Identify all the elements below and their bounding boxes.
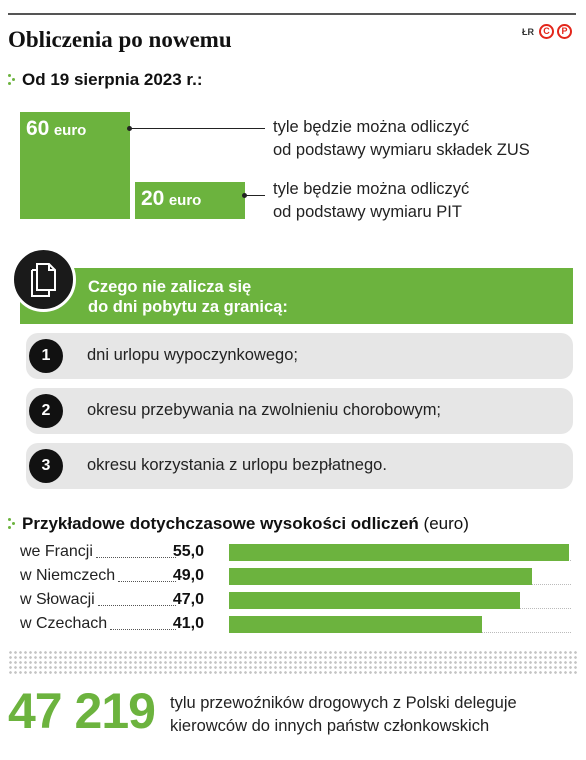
bar-w-slowacji — [229, 592, 520, 609]
brand-logo: ŁR C P — [522, 24, 572, 39]
footer-description-line1: tylu przewoźników drogowych z Polski del… — [170, 694, 517, 712]
leader-line-pit — [245, 195, 265, 196]
bar-w-czechach — [229, 616, 483, 633]
bar-pit-value: 20 — [141, 187, 165, 210]
leader-line-zus — [130, 128, 265, 129]
section-heading-date: Od 19 sierpnia 2023 r.: — [22, 70, 203, 89]
bar-zus: 60 euro — [20, 112, 130, 219]
item-number-badge: 3 — [29, 449, 63, 483]
bullet-dots-icon — [8, 518, 17, 530]
bar-we-francji — [229, 544, 569, 561]
documents-icon — [11, 247, 76, 312]
brand-mark-c: C — [539, 24, 554, 39]
desc-zus-line2: od podstawy wymiaru składek ZUS — [273, 141, 530, 159]
label-leader-we-francji — [95, 557, 176, 558]
chart-title-text: Przykładowe dotychczasowe wysokości odli… — [22, 514, 419, 533]
item-number-badge: 2 — [29, 394, 63, 428]
big-number: 47 219 — [8, 683, 156, 739]
item-text: okresu korzystania z urlopu bezpłatnego. — [87, 456, 387, 474]
category-label-we-francji: we Francji — [20, 543, 93, 560]
author-initials: ŁR — [522, 26, 534, 37]
desc-zus: tyle będzie można odliczyć od podstawy w… — [273, 116, 530, 162]
category-label-w-czechach: w Czechach — [20, 615, 108, 632]
desc-pit: tyle będzie można odliczyć od podstawy w… — [273, 178, 469, 224]
list-item: 1 dni urlopu wypoczynkowego; — [26, 333, 573, 379]
page-title: Obliczenia po nowemu — [8, 27, 232, 52]
chart-title: Przykładowe dotychczasowe wysokości odli… — [22, 514, 469, 534]
bar-pit-label: 20 euro — [141, 187, 201, 211]
list-item: 3 okresu korzystania z urlopu bezpłatneg… — [26, 443, 573, 489]
exclusions-heading: Czego nie zalicza się do dni pobytu za g… — [88, 277, 288, 317]
footer-description: tylu przewoźników drogowych z Polski del… — [170, 692, 517, 738]
exclusions-banner — [20, 268, 573, 324]
label-leader-w-slowacji — [97, 605, 176, 606]
chart-title-unit: (euro) — [423, 514, 469, 533]
exclusions-heading-line2: do dni pobytu za granicą: — [88, 298, 288, 316]
bar-zus-value: 60 — [26, 117, 50, 140]
bar-pit: 20 euro — [135, 182, 245, 219]
item-text: dni urlopu wypoczynkowego; — [87, 346, 298, 364]
value-label-w-czechach: 41,0 — [172, 615, 204, 632]
bar-pit-unit: euro — [168, 192, 202, 209]
footer-description-line2: kierowców do innych państw członkowskich — [170, 717, 490, 735]
list-item: 2 okresu przebywania na zwolnieniu choro… — [26, 388, 573, 434]
item-number-badge: 1 — [29, 339, 63, 373]
label-leader-w-czechach — [110, 629, 176, 630]
brand-mark-p: P — [557, 24, 572, 39]
leader-dot-pit — [242, 193, 247, 198]
item-text: okresu przebywania na zwolnieniu chorobo… — [87, 401, 442, 419]
exclusions-heading-line1: Czego nie zalicza się — [88, 278, 252, 296]
category-label-w-slowacji: w Słowacji — [20, 591, 95, 608]
leader-dot-zus — [127, 126, 132, 131]
bar-w-niemczech — [229, 568, 532, 585]
value-label-w-niemczech: 49,0 — [172, 567, 204, 584]
value-label-w-slowacji: 47,0 — [172, 591, 204, 608]
value-label-we-francji: 55,0 — [172, 543, 204, 560]
bar-zus-unit: euro — [53, 122, 87, 139]
dotted-separator — [8, 650, 578, 674]
desc-pit-line2: od podstawy wymiaru PIT — [273, 203, 462, 221]
bar-zus-label: 60 euro — [26, 117, 86, 141]
bullet-dots-icon — [8, 74, 17, 86]
label-leader-w-niemczech — [118, 581, 176, 582]
desc-pit-line1: tyle będzie można odliczyć — [273, 180, 470, 198]
desc-zus-line1: tyle będzie można odliczyć — [273, 118, 470, 136]
top-rule — [8, 13, 576, 15]
category-label-w-niemczech: w Niemczech — [20, 567, 116, 584]
